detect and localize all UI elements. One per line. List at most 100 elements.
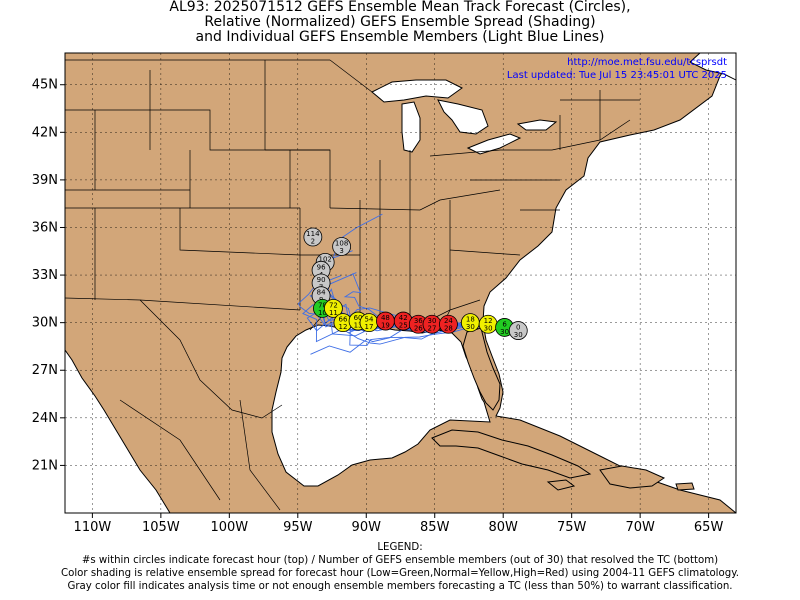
track-point: 030	[508, 321, 528, 340]
cuba	[431, 429, 592, 479]
lon-label: 75W	[557, 520, 587, 535]
lon-label: 85W	[420, 520, 450, 535]
lat-label: 42N	[32, 125, 58, 140]
lon-label: 70W	[625, 520, 655, 535]
forecast-hour: 48	[381, 314, 390, 322]
member-count: 3	[339, 247, 343, 255]
forecast-hour: 78	[318, 301, 327, 309]
track-circle	[332, 237, 352, 256]
member-count: 19	[381, 322, 390, 330]
legend-heading: LEGEND:	[377, 542, 423, 553]
forecast-hour: 108	[335, 240, 348, 248]
lake-michigan	[401, 101, 421, 153]
legend-line-2: Color shading is relative ensemble sprea…	[60, 568, 740, 579]
chart-title: AL93: 2025071512 GEFS Ensemble Mean Trac…	[0, 0, 800, 45]
forecast-hour: 54	[365, 316, 374, 324]
track-circle	[303, 227, 323, 247]
lon-label: 65W	[694, 520, 724, 535]
lat-label: 33N	[32, 268, 58, 283]
member-count: 11	[329, 309, 338, 317]
atlantic-ocean	[482, 53, 736, 513]
mean-track: 1142108310239649078487810721166126013541…	[303, 227, 528, 340]
track-circle	[323, 298, 343, 318]
member-count: 10	[318, 309, 327, 317]
lon-label: 95W	[283, 520, 313, 535]
forecast-hour: 72	[329, 301, 338, 309]
member-count: 17	[365, 323, 374, 331]
lon-label: 105W	[142, 520, 180, 535]
lake-superior	[371, 79, 463, 103]
forecast-hour: 24	[444, 317, 453, 325]
member-count: 13	[354, 322, 363, 330]
member-count: 27	[428, 325, 437, 333]
forecast-hour: 12	[484, 317, 493, 325]
member-count: 25	[399, 322, 408, 330]
member-count: 28	[444, 325, 453, 333]
lat-label: 24N	[32, 411, 58, 426]
lon-label: 110W	[74, 520, 112, 535]
forecast-hour: 30	[428, 317, 437, 325]
forecast-hour: 114	[306, 230, 320, 238]
florida-peninsula	[462, 327, 501, 411]
lake-huron	[437, 99, 489, 135]
lat-label: 36N	[32, 220, 58, 235]
member-count: 26	[414, 325, 423, 333]
puerto-rico	[675, 482, 695, 491]
forecast-hour: 84	[317, 289, 326, 297]
member-count: 12	[339, 323, 348, 331]
title-line-2: Relative (Normalized) GEFS Ensemble Spre…	[204, 14, 596, 30]
legend-line-1: #s within circles indicate forecast hour…	[81, 555, 719, 566]
forecast-hour: 102	[318, 255, 331, 263]
gulf-of-st-lawrence	[689, 53, 736, 81]
lon-label: 80W	[489, 520, 519, 535]
lat-label: 21N	[32, 458, 58, 473]
track-circle	[439, 314, 458, 334]
lat-label: 27N	[32, 363, 58, 378]
member-count: 30	[484, 325, 493, 333]
forecast-hour: 36	[414, 317, 423, 325]
source-url[interactable]: http://moe.met.fsu.edu/tcsprsdt	[567, 57, 727, 68]
map-frame	[64, 52, 737, 514]
forecast-hour: 90	[317, 276, 326, 284]
forecast-hour: 96	[317, 263, 326, 271]
forecast-hour: 66	[339, 316, 348, 324]
member-count: 30	[466, 323, 475, 331]
lat-label: 39N	[32, 173, 58, 188]
forecast-hour: 6	[502, 320, 507, 328]
member-count: 30	[514, 331, 523, 339]
legend-line-3: Gray color fill indicates analysis time …	[67, 581, 733, 592]
track-circle	[508, 321, 528, 340]
forecast-hour: 42	[399, 314, 408, 322]
jamaica	[546, 479, 576, 491]
lon-label: 90W	[352, 520, 382, 535]
lat-label: 45N	[32, 78, 58, 93]
lat-label: 30N	[32, 316, 58, 331]
title-line-3: and Individual GEFS Ensemble Members (Li…	[195, 29, 605, 45]
title-line-1: AL93: 2025071512 GEFS Ensemble Mean Trac…	[169, 0, 631, 15]
lake-ontario	[516, 119, 558, 131]
pacific-ocean	[65, 349, 171, 513]
member-count: 2	[311, 238, 315, 246]
forecast-hour: 0	[516, 324, 520, 332]
forecast-hour: 60	[354, 314, 363, 322]
last-updated: Last updated: Tue Jul 15 23:45:01 UTC 20…	[507, 70, 727, 81]
lake-erie	[466, 133, 522, 155]
member-count: 30	[500, 328, 509, 336]
forecast-hour: 18	[466, 316, 475, 324]
hispaniola	[599, 465, 666, 489]
legend: LEGEND: #s within circles indicate forec…	[0, 541, 800, 593]
political-borders	[65, 59, 640, 511]
lon-label: 100W	[210, 520, 248, 535]
